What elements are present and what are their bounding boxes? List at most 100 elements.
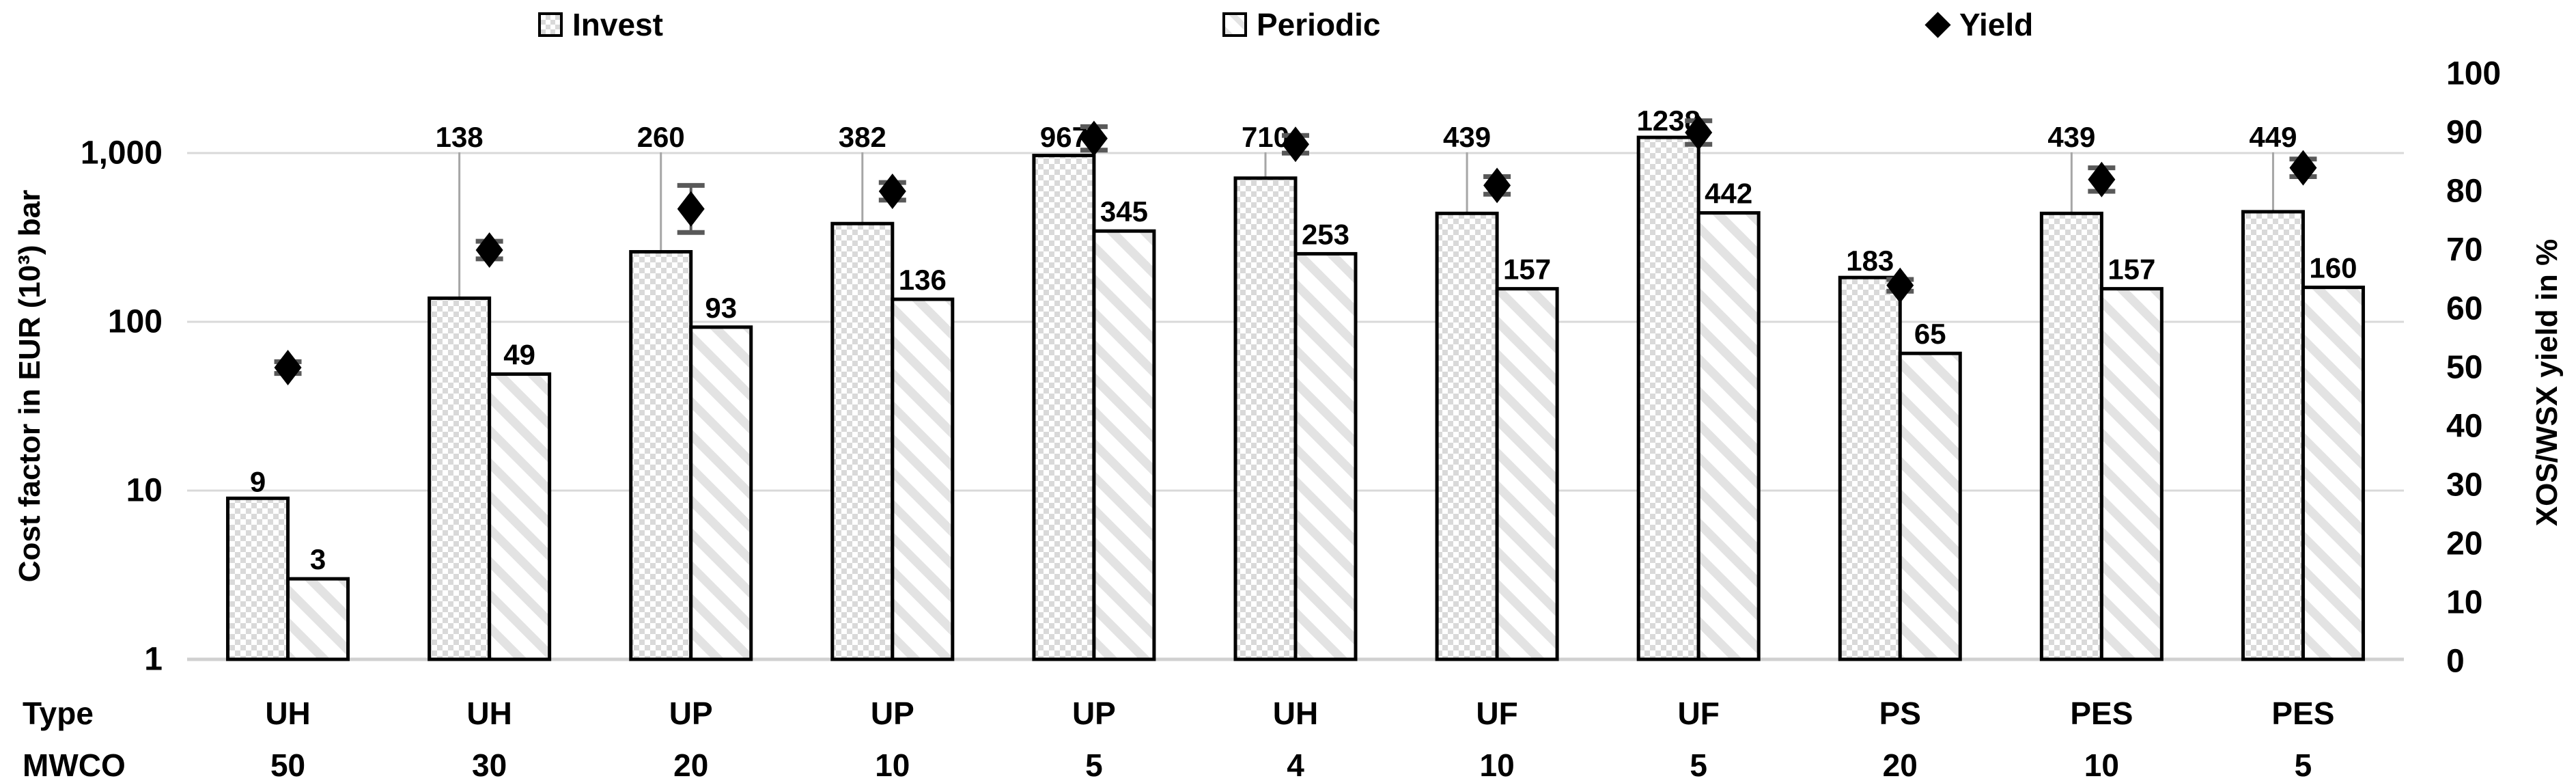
periodic-bar (891, 297, 955, 661)
periodic-value-label: 253 (1302, 218, 1349, 250)
yield-marker (1483, 167, 1511, 204)
right-axis-tick-label: 60 (2446, 291, 2482, 327)
right-axis-tick-label: 50 (2446, 350, 2482, 386)
periodic-swatch-icon (1222, 12, 1247, 37)
periodic-bar (1898, 351, 1962, 661)
invest-bar (2241, 210, 2305, 661)
periodic-value-label: 160 (2309, 252, 2357, 284)
periodic-value-label: 157 (2108, 253, 2155, 286)
right-axis-tick-label: 0 (2446, 644, 2465, 680)
legend-item-periodic: Periodic (1222, 7, 1381, 42)
periodic-value-label: 136 (899, 264, 947, 296)
periodic-bar (286, 577, 350, 661)
invest-value-label: 439 (1443, 121, 1491, 153)
invest-bar (2039, 211, 2103, 661)
periodic-value-label: 3 (310, 543, 326, 575)
yield-marker (1080, 120, 1108, 156)
mwco-category-label: 20 (673, 747, 708, 782)
periodic-value-label: 49 (503, 339, 535, 371)
legend-label-periodic: Periodic (1257, 7, 1381, 42)
type-category-label: UP (669, 696, 713, 731)
left-axis-title: Cost factor in EUR (10³) bar (13, 189, 46, 583)
yield-marker (1282, 126, 1309, 163)
periodic-bar (1092, 229, 1156, 661)
right-axis-tick-label: 40 (2446, 409, 2482, 445)
invest-value-label: 382 (839, 121, 886, 153)
periodic-bar (2099, 287, 2164, 661)
right-axis-tick-label: 20 (2446, 526, 2482, 562)
mwco-category-label: 30 (472, 747, 507, 782)
right-axis-tick-label: 30 (2446, 467, 2482, 504)
invest-bar (1233, 176, 1298, 661)
invest-bar (428, 296, 492, 661)
right-axis-title: XOS/WSX yield in % (2530, 238, 2564, 527)
periodic-value-label: 93 (705, 292, 737, 324)
yield-marker (2088, 161, 2116, 197)
right-axis-tick-label: 10 (2446, 585, 2482, 621)
mwco-category-label: 4 (1287, 747, 1304, 782)
type-category-label: UP (1072, 696, 1116, 731)
mwco-category-label: 10 (1480, 747, 1515, 782)
invest-value-label: 439 (2047, 121, 2095, 153)
legend-label-yield: Yield (1959, 7, 2034, 42)
legend-item-invest: Invest (538, 7, 663, 42)
x-axis-row-type-header: Type (23, 696, 94, 731)
left-axis-tick-label: 1 (144, 642, 163, 678)
invest-value-label: 138 (436, 121, 484, 153)
legend-label-invest: Invest (572, 7, 663, 42)
type-category-label: UF (1678, 696, 1720, 731)
periodic-bar (488, 372, 552, 661)
periodic-bar (1293, 251, 1358, 661)
invest-value-label: 183 (1846, 245, 1894, 277)
yield-marker (274, 350, 302, 385)
periodic-value-label: 345 (1100, 195, 1148, 228)
right-axis-tick-label: 100 (2446, 56, 2501, 92)
periodic-bar (2301, 286, 2365, 661)
periodic-bar (689, 325, 753, 661)
mwco-category-label: 5 (1690, 747, 1707, 782)
invest-value-label: 449 (2249, 121, 2297, 153)
yield-diamond-icon (1924, 11, 1951, 38)
type-category-label: UF (1476, 696, 1517, 731)
periodic-value-label: 65 (1914, 318, 1946, 350)
left-axis-tick-label: 10 (126, 473, 163, 509)
invest-bar (1032, 154, 1096, 661)
periodic-value-label: 442 (1705, 178, 1752, 210)
type-category-label: UP (871, 696, 914, 731)
yield-marker (1886, 267, 1914, 303)
invest-value-label: 710 (1242, 121, 1289, 153)
mwco-category-label: 10 (875, 747, 910, 782)
left-axis-tick-label: 1,000 (81, 135, 163, 171)
yield-marker (2289, 150, 2317, 186)
invest-value-label: 967 (1040, 121, 1088, 153)
invest-bar (629, 250, 693, 661)
type-category-label: UH (1273, 696, 1318, 731)
invest-bar (830, 221, 895, 661)
type-category-label: UH (466, 696, 512, 731)
type-category-label: UH (265, 696, 310, 731)
yield-marker (878, 174, 906, 209)
right-axis-tick-label: 70 (2446, 232, 2482, 269)
right-axis-tick-label: 90 (2446, 115, 2482, 151)
type-category-label: PES (2070, 696, 2133, 731)
type-category-label: PES (2271, 696, 2334, 731)
invest-bar (1636, 135, 1700, 661)
invest-value-label: 260 (637, 121, 685, 153)
yield-marker (1685, 115, 1713, 150)
invest-bar (1435, 211, 1499, 661)
periodic-bar (1696, 211, 1761, 661)
invest-swatch-icon (538, 12, 563, 37)
mwco-category-label: 5 (1085, 747, 1103, 782)
yield-marker (475, 232, 503, 268)
x-axis-row-mwco-header: MWCO (23, 747, 126, 783)
yield-marker (677, 191, 705, 227)
mwco-category-label: 10 (2084, 747, 2119, 782)
periodic-bar (1495, 287, 1559, 661)
periodic-value-label: 157 (1503, 253, 1551, 286)
legend-item-yield: Yield (1924, 7, 2034, 42)
mwco-category-label: 50 (270, 747, 305, 782)
type-category-label: PS (1879, 696, 1921, 731)
mwco-category-label: 5 (2295, 747, 2312, 782)
